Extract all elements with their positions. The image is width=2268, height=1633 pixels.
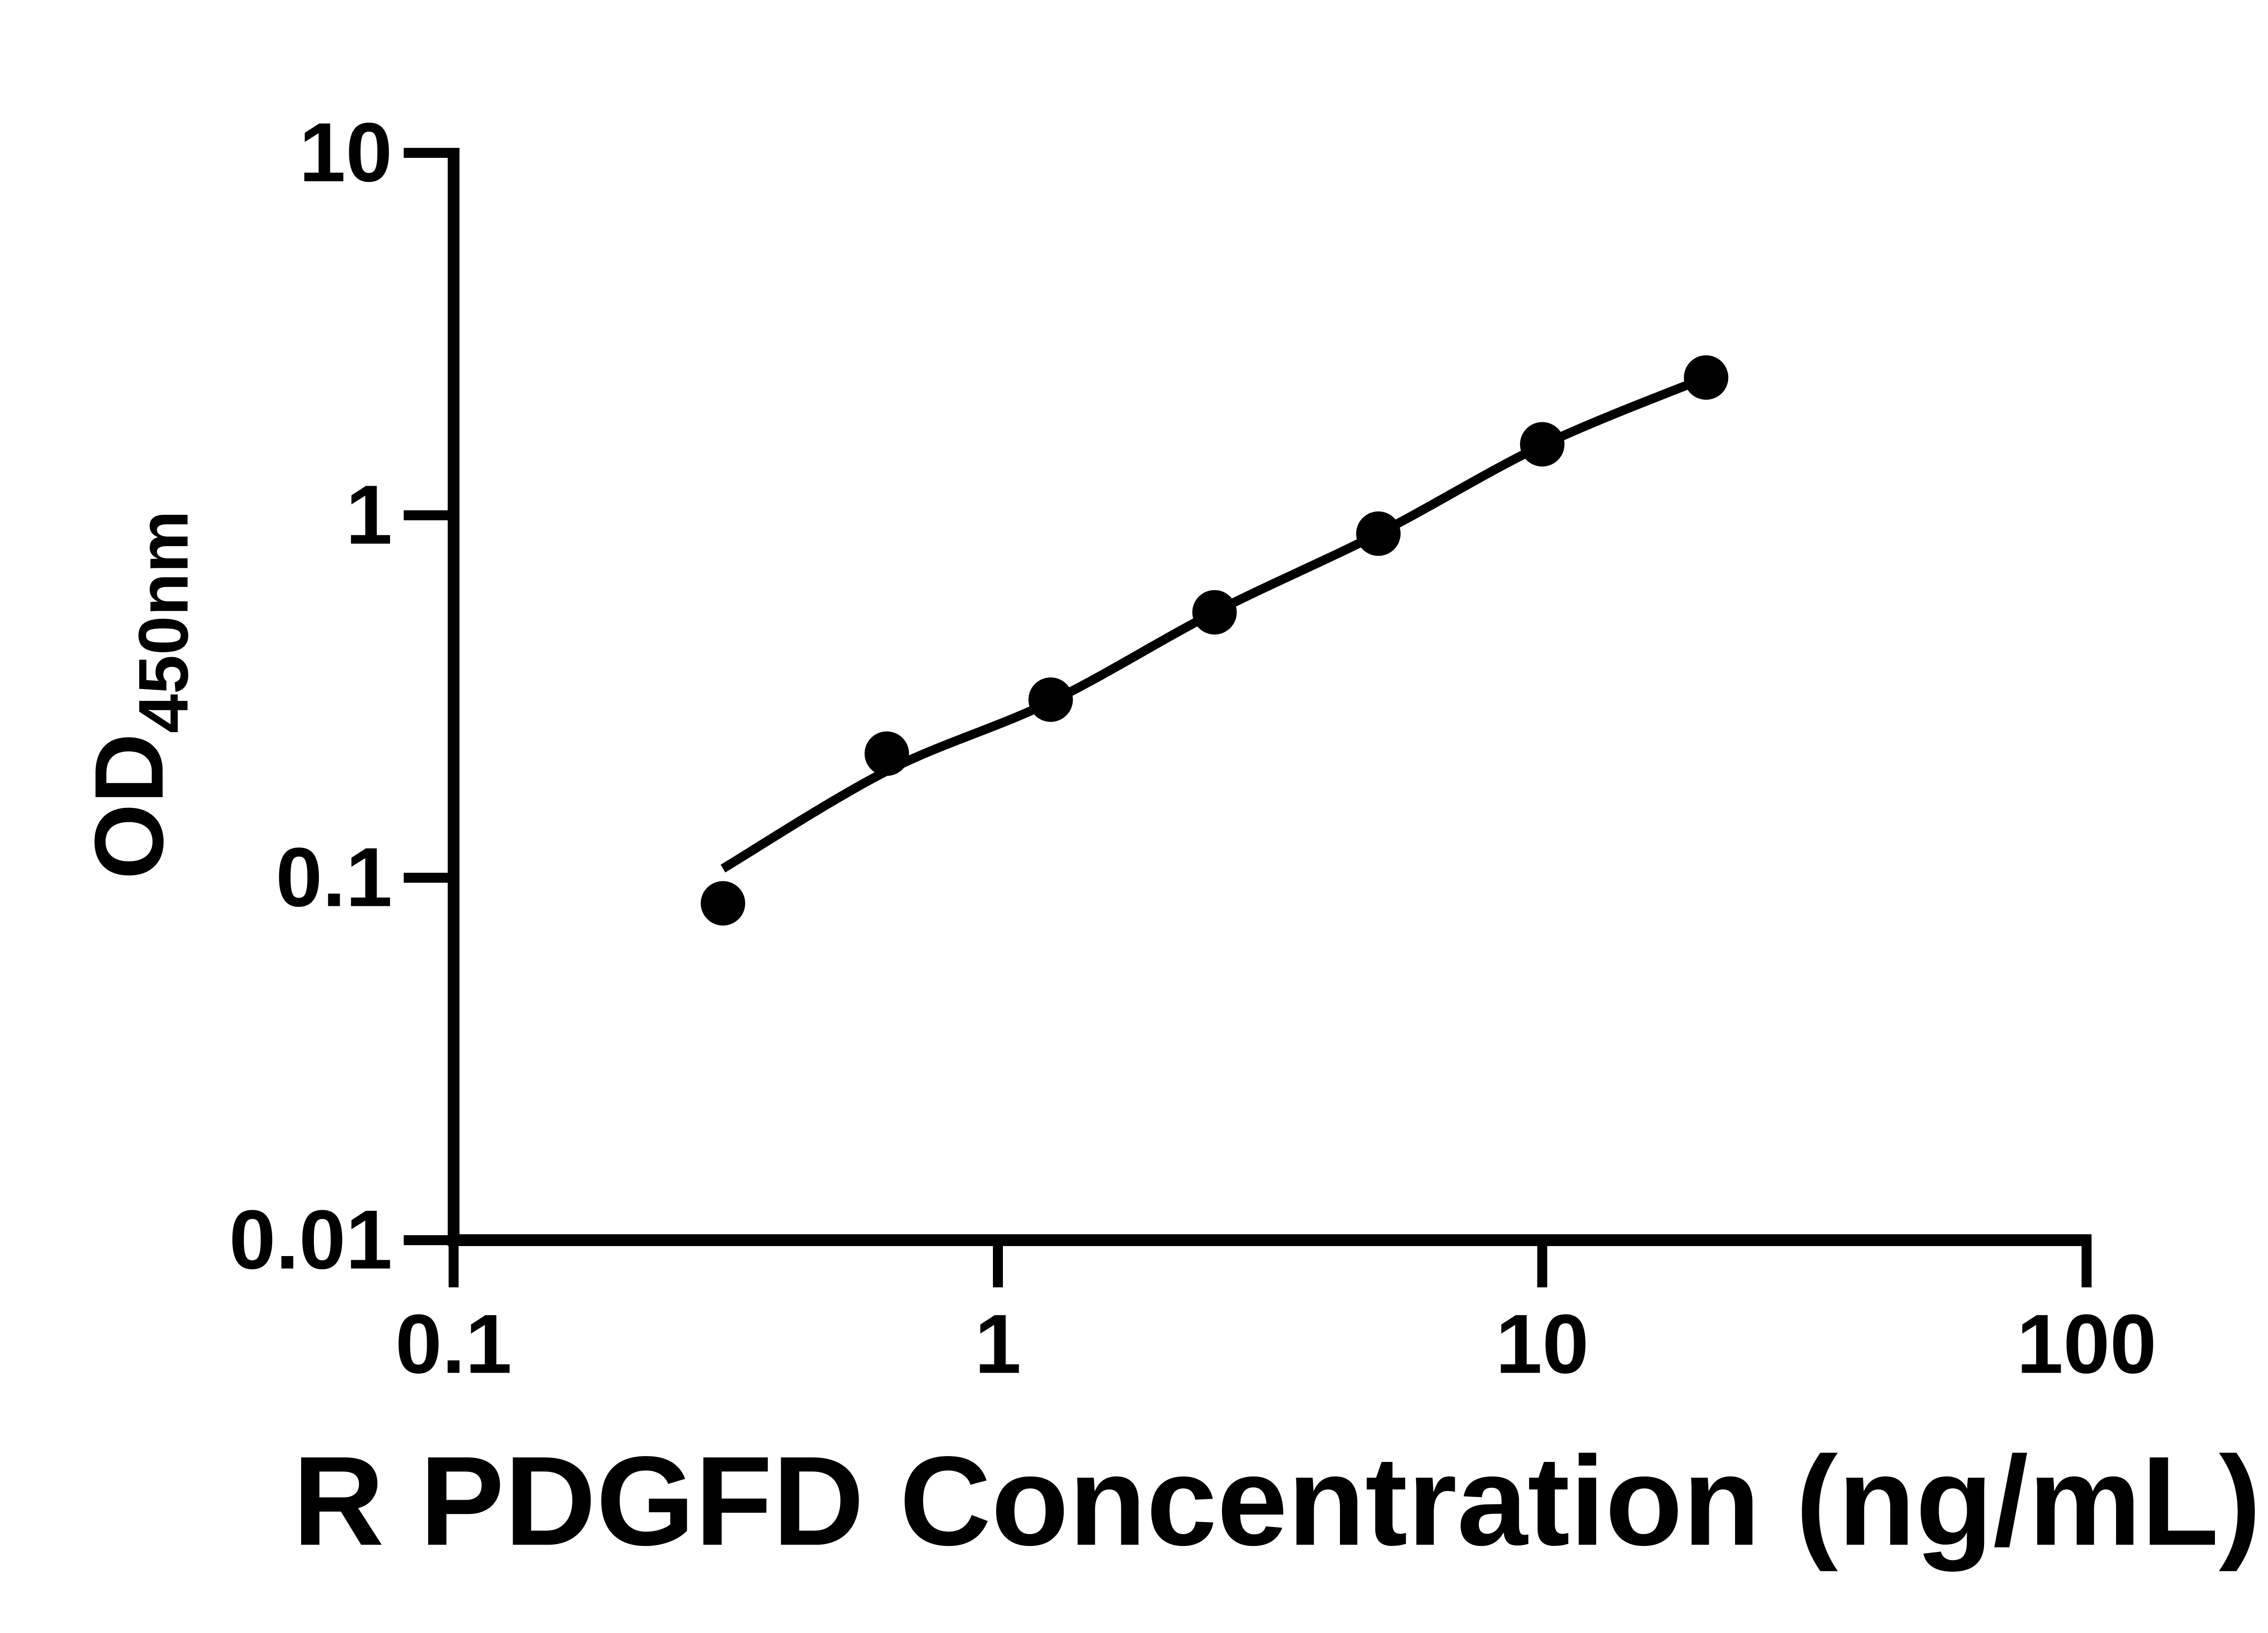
data-point-0.625 [865,731,909,776]
data-point-0.3125 [700,881,745,926]
data-point-10 [1520,422,1564,467]
y-tick-0.1 [404,873,454,883]
y-tick-label-1: 1 [346,468,392,562]
y-axis-title-main: OD [74,733,184,880]
y-axis-line [448,148,459,1246]
x-tick-label-100: 100 [2016,1297,2157,1391]
y-axis-title: OD450nm [73,510,204,880]
y-tick-0.01 [404,1235,454,1245]
x-tick-10 [1537,1240,1547,1287]
x-tick-100 [2082,1240,2092,1287]
y-axis-title-subscript: 450nm [124,510,203,733]
y-tick-1 [404,510,454,520]
data-point-20 [1684,355,1729,400]
data-point-5 [1356,511,1401,556]
y-tick-label-0.01: 0.01 [229,1193,392,1287]
x-tick-label-1: 1 [974,1297,1022,1391]
x-tick-0.1 [449,1240,459,1287]
x-tick-1 [993,1240,1003,1287]
x-tick-label-0.1: 0.1 [395,1297,512,1391]
x-axis-line [448,1234,2092,1246]
y-tick-label-0.1: 0.1 [275,831,392,924]
data-point-2.5 [1192,590,1237,635]
y-tick-label-10: 10 [299,106,392,200]
x-tick-label-10: 10 [1496,1297,1589,1391]
data-point-1.25 [1028,677,1073,722]
x-axis-title: R PDGFD Concentration (ng/mL) [293,1430,2261,1572]
y-tick-10 [404,148,454,158]
